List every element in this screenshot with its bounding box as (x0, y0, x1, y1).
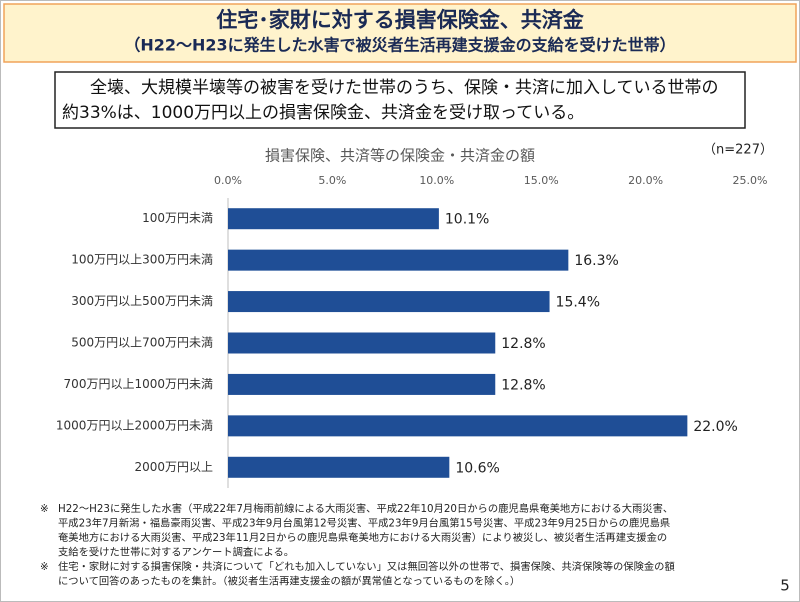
chart-title: 損害保険、共済等の保険金・共済金の額 (265, 147, 535, 165)
note-line: 平成23年7月新潟・福島豪雨災害、平成23年9月台風第12号災害、平成23年9月… (58, 517, 670, 530)
value-label: 12.8% (501, 336, 545, 352)
category-label: 500万円以上700万円未満 (71, 336, 213, 350)
note-mark: ※ (40, 503, 49, 515)
category-label: 1000万円以上2000万円未満 (56, 418, 213, 432)
subtitle: （H22～H23に発生した水害で被災者生活再建支援金の支給を受けた世帯） (124, 36, 675, 55)
bar (228, 291, 550, 313)
title-box (3, 3, 797, 63)
bar (228, 456, 450, 478)
x-tick-label: 0.0% (214, 174, 242, 187)
page-number: 5 (780, 577, 790, 595)
value-label: 15.4% (556, 295, 600, 311)
value-label: 12.8% (501, 377, 545, 393)
x-tick-label: 20.0% (628, 174, 663, 187)
note-line: 住宅・家財に対する損害保険・共済について「どれも加入していない」又は無回答以外の… (58, 560, 675, 573)
category-label: 2000万円以上 (134, 460, 213, 474)
value-label: 10.1% (445, 212, 489, 228)
summary-line: 全壊、大規模半壊等の被害を受けた世帯のうち、保険・共済に加入している世帯の (90, 78, 719, 98)
title: 住宅･家財に対する損害保険金、共済金 (216, 8, 584, 32)
summary-line: 約33%は、1000万円以上の損害保険金、共済金を受け取っている。 (62, 103, 584, 123)
summary-box (54, 71, 746, 129)
value-label: 10.6% (455, 460, 499, 476)
bar (228, 208, 439, 230)
bar (228, 332, 496, 354)
category-label: 700万円以上1000万円未満 (64, 377, 213, 391)
x-tick-label: 5.0% (318, 174, 346, 187)
note-line: H22～H23に発生した水害（平成22年7月梅雨前線による大雨災害、平成22年1… (58, 502, 673, 515)
note-line: について回答のあったものを集計。（被災者生活再建支援金の額が異常値となっているも… (58, 575, 520, 588)
category-label: 300万円以上500万円未満 (71, 294, 213, 308)
bar (228, 415, 688, 437)
note-line: 奄美地方における大雨災害、平成23年11月2日からの鹿児島県奄美地方における大雨… (58, 531, 667, 544)
sample-size: （n=227） (703, 143, 773, 158)
x-tick-label: 10.0% (419, 174, 454, 187)
note-line: 支給を受けた世帯に対するアンケート調査による。 (58, 546, 294, 559)
category-label: 100万円以上300万円未満 (71, 253, 213, 267)
category-label: 100万円未満 (142, 211, 213, 225)
bar (228, 249, 569, 271)
value-label: 22.0% (693, 419, 737, 435)
x-tick-label: 25.0% (733, 174, 768, 187)
value-label: 16.3% (574, 253, 618, 269)
x-tick-label: 15.0% (524, 174, 559, 187)
note-mark: ※ (40, 561, 49, 573)
bar (228, 373, 496, 395)
